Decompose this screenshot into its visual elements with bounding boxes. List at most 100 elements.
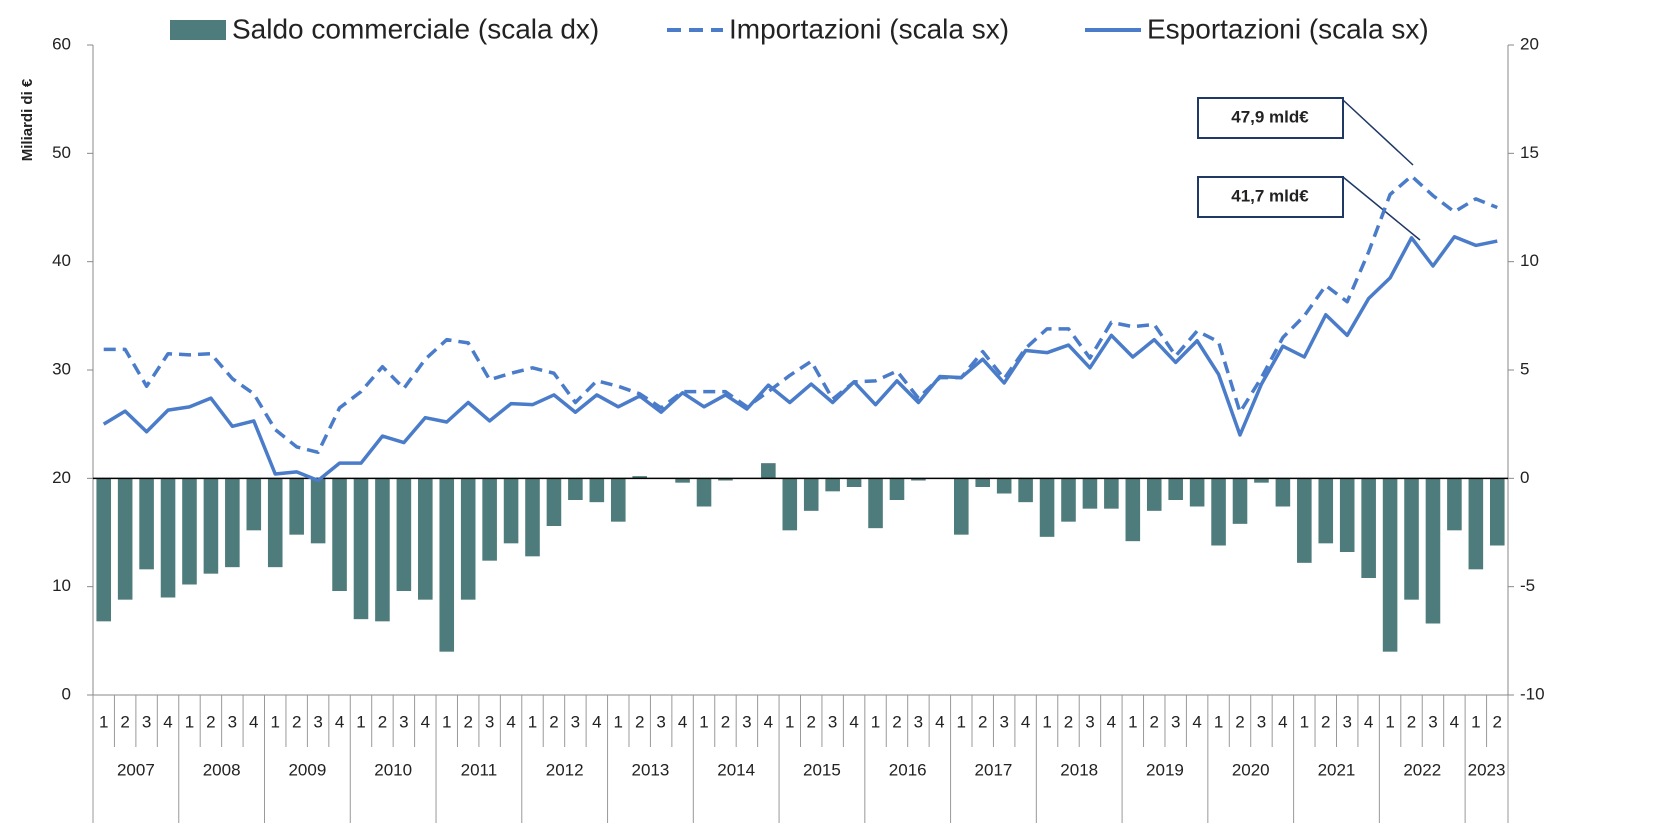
- line: [103, 174, 1498, 455]
- bar: [310, 478, 326, 544]
- y-tick-label: 60: [52, 34, 71, 53]
- bar: [439, 478, 455, 652]
- x-tick-label: 1: [699, 712, 708, 731]
- bar: [610, 478, 626, 522]
- bar: [889, 478, 905, 500]
- x-tick-label: 1: [1042, 712, 1051, 731]
- bar: [868, 478, 883, 529]
- bar: [975, 478, 991, 487]
- bar: [1361, 478, 1376, 578]
- bar: [1425, 478, 1441, 624]
- legend-label: Esportazioni (scala sx): [1147, 13, 1429, 44]
- x-tick-label: 1: [356, 712, 365, 731]
- annotation-box: [1197, 176, 1344, 218]
- bar: [182, 478, 197, 585]
- year-label: 2013: [632, 760, 670, 779]
- x-tick-label: 4: [163, 712, 172, 731]
- x-tick-label: 3: [828, 712, 837, 731]
- x-tick-label: 2: [721, 712, 730, 731]
- bar: [1297, 478, 1312, 563]
- x-tick-label: 1: [871, 712, 880, 731]
- year-label: 2016: [889, 760, 927, 779]
- bar: [332, 478, 347, 591]
- bar: [1189, 478, 1205, 507]
- bar: [225, 478, 240, 568]
- x-tick-label: 1: [442, 712, 451, 731]
- year-label: 2022: [1403, 760, 1441, 779]
- year-label: 2015: [803, 760, 841, 779]
- y2-tick-label: 10: [1520, 251, 1539, 270]
- bar: [1318, 478, 1334, 544]
- bar: [1468, 478, 1484, 570]
- x-tick-label: 3: [228, 712, 237, 731]
- year-label: 2021: [1318, 760, 1356, 779]
- y-axis-label: Miliardi di €: [19, 78, 36, 161]
- x-tick-label: 2: [1493, 712, 1502, 731]
- x-tick-label: 4: [849, 712, 858, 731]
- x-tick-label: 3: [656, 712, 665, 731]
- x-tick-label: 4: [678, 712, 687, 731]
- annotation: 47,9 mld€: [1231, 107, 1309, 126]
- year-label: 2014: [717, 760, 755, 779]
- x-tick-label: 2: [1064, 712, 1073, 731]
- x-tick-label: 1: [785, 712, 794, 731]
- bar: [782, 478, 798, 531]
- x-tick-label: 1: [957, 712, 966, 731]
- y-tick-label: 0: [62, 684, 71, 703]
- y2-tick-label: 15: [1520, 143, 1539, 162]
- y2-tick-label: -5: [1520, 576, 1535, 595]
- x-tick-label: 2: [549, 712, 558, 731]
- y-tick-label: 30: [52, 359, 71, 378]
- x-tick-label: 1: [1300, 712, 1309, 731]
- y2-tick-label: 5: [1520, 359, 1529, 378]
- y-tick-label: 20: [52, 468, 71, 487]
- y2-tick-label: -10: [1520, 684, 1545, 703]
- bar: [1339, 478, 1355, 552]
- bar: [289, 478, 304, 535]
- line: [102, 235, 1498, 483]
- x-tick-label: 3: [1342, 712, 1351, 731]
- year-label: 2011: [461, 760, 498, 779]
- x-tick-label: 4: [592, 712, 601, 731]
- x-tick-label: 2: [292, 712, 301, 731]
- x-tick-label: 4: [1364, 712, 1373, 731]
- x-tick-label: 3: [999, 712, 1008, 731]
- bar: [1146, 478, 1162, 511]
- bar: [396, 478, 412, 591]
- annotation: 41,7 mld€: [1231, 186, 1309, 205]
- x-tick-label: 1: [1128, 712, 1137, 731]
- bar: [482, 478, 497, 561]
- x-tick-label: 2: [806, 712, 815, 731]
- bar: [803, 478, 819, 511]
- x-tick-label: 1: [614, 712, 623, 731]
- bar: [1039, 478, 1055, 537]
- bar: [353, 478, 369, 620]
- x-tick-label: 3: [742, 712, 751, 731]
- bar: [139, 478, 154, 570]
- year-label: 2017: [975, 760, 1013, 779]
- x-tick-label: 2: [892, 712, 901, 731]
- year-label: 2023: [1468, 760, 1506, 779]
- legend-swatch: [170, 20, 226, 40]
- x-tick-label: 2: [206, 712, 215, 731]
- x-tick-label: 2: [1407, 712, 1416, 731]
- legend-label: Importazioni (scala sx): [729, 13, 1009, 44]
- bar: [911, 478, 926, 481]
- bar: [1061, 478, 1076, 522]
- bar: [846, 478, 862, 487]
- y-tick-label: 10: [52, 576, 71, 595]
- x-tick-label: 3: [1257, 712, 1266, 731]
- bar: [525, 478, 540, 557]
- bar: [1404, 478, 1419, 600]
- bar: [568, 478, 583, 500]
- bar: [1104, 478, 1119, 509]
- bar: [1254, 478, 1269, 483]
- bar: [589, 478, 605, 503]
- x-tick-label: 4: [1192, 712, 1201, 731]
- bar: [825, 478, 840, 492]
- x-tick-label: 4: [421, 712, 430, 731]
- bar: [718, 478, 733, 481]
- x-tick-label: 1: [185, 712, 194, 731]
- leader-line: [1342, 99, 1414, 166]
